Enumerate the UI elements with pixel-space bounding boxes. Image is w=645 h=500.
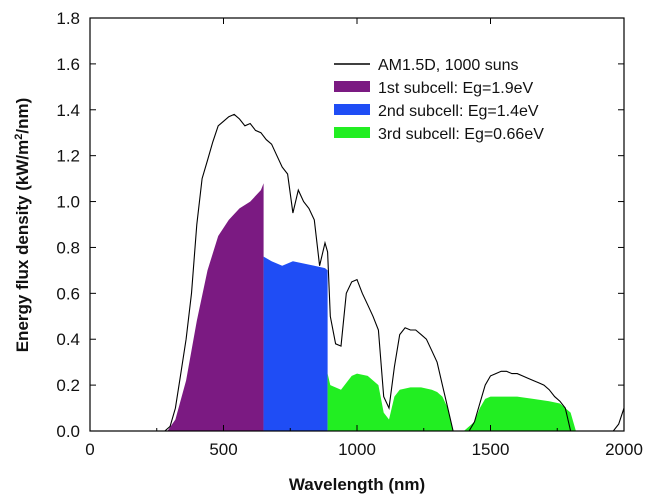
y-tick-label: 0.8	[56, 238, 80, 257]
y-tick-label: 1.2	[56, 147, 80, 166]
y-tick-label: 1.8	[56, 9, 80, 28]
y-axis-title-superscript: 2	[13, 134, 25, 140]
x-tick-label: 1000	[338, 440, 376, 459]
x-tick-label: 1500	[472, 440, 510, 459]
series-area-3	[263, 256, 328, 431]
y-tick-label: 0.2	[56, 376, 80, 395]
y-axis-title: Energy flux density (kW/m2/nm)	[13, 98, 32, 353]
tick-layer: 0 500 1000 1500 2000 0.0 0.2 0.4 0.6 0.8 1.0 1.2 1.4…	[56, 9, 643, 459]
series-area-2	[167, 183, 264, 431]
x-tick-label: 500	[209, 440, 237, 459]
area-layer	[167, 183, 576, 431]
y-axis-title-prefix: Energy flux density (kW/m	[13, 140, 32, 353]
series-area-4	[327, 373, 576, 431]
y-tick-label: 0.6	[56, 284, 80, 303]
legend-swatch-3	[334, 104, 370, 115]
y-axis-title-suffix: /nm)	[13, 98, 32, 134]
legend-label-2: 1st subcell: Eg=1.9eV	[378, 80, 534, 97]
legend-label-4: 3rd subcell: Eg=0.66eV	[378, 126, 544, 143]
legend-swatch-4	[334, 127, 370, 138]
series-line-1	[164, 113, 625, 432]
legend-label-3: 2nd subcell: Eg=1.4eV	[378, 103, 539, 120]
y-tick-label: 1.6	[56, 55, 80, 74]
legend-label-1: AM1.5D, 1000 suns	[378, 57, 519, 74]
x-axis-title: Wavelength (nm)	[289, 475, 425, 494]
y-tick-label: 1.4	[56, 101, 80, 120]
x-tick-label: 0	[85, 440, 94, 459]
legend-swatch-2	[334, 81, 370, 92]
y-tick-label: 0.0	[56, 422, 80, 441]
legend: AM1.5D, 1000 suns 1st subcell: Eg=1.9eV 2n…	[334, 57, 544, 143]
y-tick-label: 0.4	[56, 330, 80, 349]
x-tick-label: 2000	[605, 440, 643, 459]
line-layer	[164, 113, 625, 432]
y-tick-label: 1.0	[56, 193, 80, 212]
plot-frame	[89, 17, 625, 432]
